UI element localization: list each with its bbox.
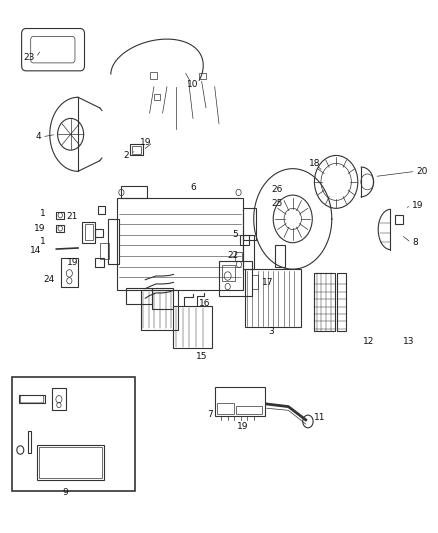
Text: 9: 9 [62, 488, 68, 497]
Bar [395, 215, 403, 224]
Text: 16: 16 [199, 299, 210, 308]
Bar [37, 445, 104, 480]
Text: 20: 20 [417, 167, 428, 176]
Text: 1: 1 [40, 237, 46, 246]
Text: 19: 19 [237, 422, 249, 431]
Bar [314, 273, 335, 331]
Bar [173, 306, 212, 349]
Bar [117, 198, 243, 290]
Bar [251, 276, 258, 289]
Bar [28, 432, 31, 453]
Text: 12: 12 [363, 337, 374, 346]
Bar [39, 447, 102, 478]
Bar [126, 288, 152, 303]
Bar [19, 395, 46, 403]
Bar [95, 229, 103, 237]
Bar [199, 74, 206, 79]
Bar [150, 72, 157, 79]
Text: 19: 19 [412, 201, 424, 210]
Text: 11: 11 [314, 413, 326, 422]
Text: 6: 6 [190, 183, 196, 192]
Bar [130, 144, 143, 156]
Bar [85, 224, 93, 240]
Text: 4: 4 [35, 132, 41, 141]
Text: 15: 15 [196, 352, 208, 361]
Text: 17: 17 [262, 278, 274, 287]
Bar [243, 208, 256, 240]
Bar [337, 273, 346, 331]
Text: 3: 3 [268, 327, 274, 335]
Text: 24: 24 [43, 275, 54, 284]
Bar [275, 245, 286, 266]
Bar [95, 258, 104, 266]
Bar [82, 222, 95, 243]
Bar [217, 403, 234, 414]
Bar [222, 265, 235, 281]
Bar [100, 243, 109, 259]
Bar [152, 288, 173, 309]
Text: 10: 10 [187, 79, 199, 88]
Text: 19: 19 [34, 224, 46, 233]
Bar [215, 386, 265, 416]
Text: 7: 7 [207, 410, 212, 419]
Bar [243, 235, 254, 269]
Text: 2: 2 [123, 151, 128, 160]
Text: 19: 19 [67, 259, 78, 267]
Bar [108, 219, 119, 264]
Bar [132, 147, 141, 154]
Text: 19: 19 [140, 138, 152, 147]
Bar [245, 269, 301, 327]
Text: 5: 5 [233, 230, 239, 239]
Bar [52, 388, 66, 410]
Bar [57, 212, 64, 219]
Bar [219, 261, 251, 296]
Text: 21: 21 [67, 212, 78, 221]
Text: 26: 26 [271, 185, 283, 195]
Bar [154, 94, 160, 100]
Bar [98, 206, 105, 214]
Bar [12, 377, 135, 491]
Text: 18: 18 [309, 159, 320, 168]
Text: 25: 25 [271, 198, 283, 207]
Bar [240, 235, 249, 245]
Text: 14: 14 [30, 246, 41, 255]
Bar [236, 252, 242, 261]
Bar [141, 290, 178, 330]
Text: 22: 22 [227, 252, 239, 261]
Bar [60, 257, 78, 287]
Text: 13: 13 [403, 337, 415, 346]
Text: 8: 8 [412, 238, 418, 247]
Text: 23: 23 [23, 53, 35, 62]
Text: 1: 1 [40, 209, 46, 218]
Bar [57, 225, 64, 232]
Bar [121, 186, 148, 198]
Bar [237, 406, 262, 414]
